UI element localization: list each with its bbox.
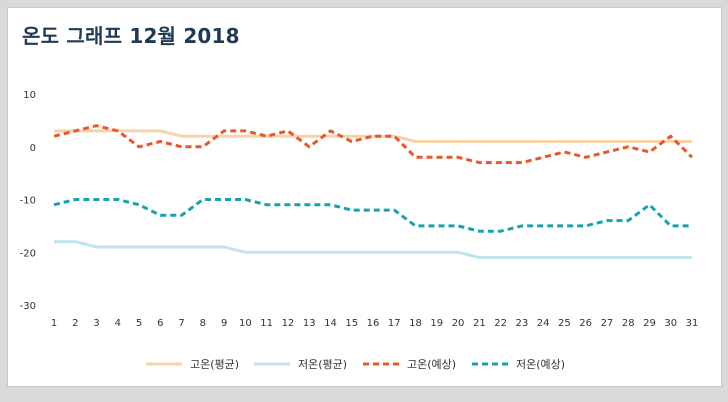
x-tick-label: 19 [430,318,443,329]
legend-label: 저온(평균) [298,358,347,371]
x-tick-label: 29 [643,318,656,329]
x-tick-label: 7 [178,318,184,329]
x-tick-label: 22 [494,318,507,329]
x-tick-label: 17 [388,318,401,329]
series-line-4 [53,198,692,233]
x-tick-label: 26 [579,318,592,329]
chart-card: 온도 그래프 12월 2018 [7,7,722,387]
y-tick-label: 10 [23,90,36,101]
series-line-1 [54,129,692,143]
x-tick-label: 24 [537,318,550,329]
x-tick-label: 28 [622,318,635,329]
legend-label: 저온(예상) [516,358,565,371]
x-tick-label: 11 [260,318,273,329]
x-tick-label: 6 [157,318,163,329]
chart-title: 온도 그래프 12월 2018 [22,24,240,48]
x-tick-label: 27 [601,318,614,329]
x-tick-label: 3 [93,318,99,329]
x-tick-label: 16 [367,318,380,329]
x-tick-label: 21 [473,318,486,329]
legend-label: 고온(평균) [190,358,239,371]
y-tick-label: 0 [30,143,36,154]
x-tick-label: 25 [558,318,571,329]
series-line-3 [53,124,694,165]
x-tick-label: 15 [345,318,358,329]
x-tick-label: 1 [51,318,57,329]
x-tick-label: 10 [239,318,252,329]
x-tick-label: 18 [409,318,422,329]
x-tick-label: 23 [515,318,528,329]
y-tick-label: -10 [20,196,36,207]
x-tick-label: 12 [282,318,295,329]
x-tick-label: 4 [115,318,121,329]
x-tick-label: 20 [452,318,465,329]
x-tick-label: 14 [324,318,337,329]
x-tick-label: 9 [221,318,227,329]
legend-label: 고온(예상) [407,358,456,371]
x-tick-label: 31 [686,318,699,329]
x-tick-label: 8 [200,318,206,329]
x-tick-label: 30 [664,318,677,329]
series-line-2 [54,240,692,259]
x-tick-label: 13 [303,318,316,329]
x-tick-label: 5 [136,318,142,329]
x-tick-label: 2 [72,318,78,329]
y-tick-label: -30 [20,301,36,312]
y-tick-label: -20 [20,248,36,259]
